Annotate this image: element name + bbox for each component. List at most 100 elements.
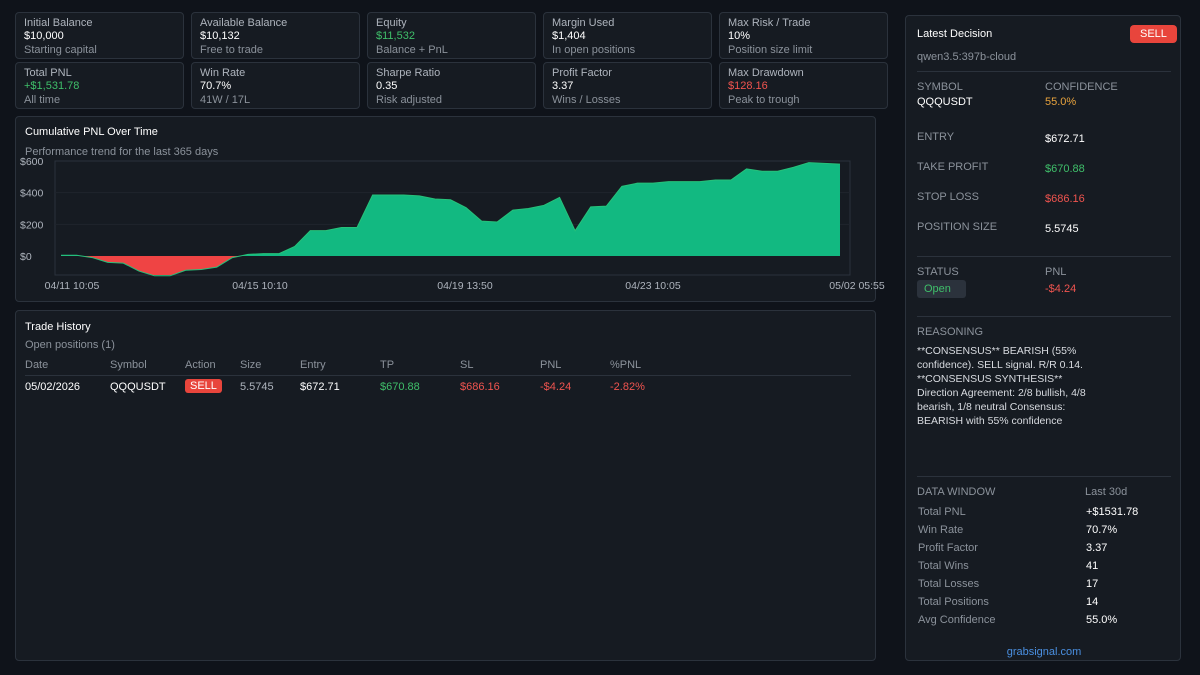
row-pnl: -$4.24 — [540, 381, 572, 393]
stat-value: $10,132 — [200, 30, 240, 42]
data-window-row: Total Losses 17 — [918, 578, 1172, 592]
divider — [917, 256, 1171, 257]
chart-title: Cumulative PNL Over Time — [25, 126, 158, 138]
stat-sub: In open positions — [552, 44, 636, 56]
row-tp: $670.88 — [380, 381, 420, 393]
data-window-row: Profit Factor 3.37 — [918, 542, 1172, 556]
row-pnl-pct: -2.82% — [610, 381, 645, 393]
data-window-key: Win Rate — [918, 524, 964, 536]
y-tick-label: $0 — [20, 251, 32, 263]
stat-label: Available Balance — [200, 17, 288, 29]
x-tick-label: 04/23 10:05 — [625, 280, 681, 292]
pnl-series-line — [61, 162, 841, 277]
stat-label: Equity — [376, 17, 407, 29]
y-tick-label: $200 — [20, 219, 44, 231]
col-symbol[interactable]: Symbol — [110, 359, 147, 371]
pnl-value: -$4.24 — [1045, 283, 1077, 295]
data-window-key: Total Losses — [918, 578, 980, 590]
stat-card-win-rate: Win Rate 70.7% 41W / 17L — [191, 62, 360, 109]
stop-loss-label: STOP LOSS — [917, 191, 979, 203]
col-date[interactable]: Date — [25, 359, 49, 371]
row-entry: $672.71 — [300, 381, 340, 393]
data-window-row: Total Positions 14 — [918, 596, 1172, 610]
data-window-value: +$1531.78 — [1086, 506, 1139, 518]
stat-label: Win Rate — [200, 67, 246, 79]
stat-sub: Balance + PnL — [376, 44, 448, 56]
data-window-value: 55.0% — [1086, 614, 1118, 626]
divider — [917, 71, 1171, 72]
stat-sub: Starting capital — [24, 44, 97, 56]
trade-history-subtitle: Open positions (1) — [25, 339, 115, 351]
position-size-value: 5.5745 — [1045, 223, 1079, 235]
data-window-key: Total Wins — [918, 560, 969, 572]
table-header-divider — [25, 375, 851, 376]
stat-sub: Free to trade — [200, 44, 263, 56]
data-window-value: 3.37 — [1086, 542, 1108, 554]
data-window-key: Profit Factor — [918, 542, 978, 554]
stat-card-margin-used: Margin Used $1,404 In open positions — [543, 12, 712, 59]
row-action: SELL — [185, 379, 222, 393]
status-label: STATUS — [917, 266, 959, 278]
divider — [917, 476, 1171, 477]
footer-link[interactable]: grabsignal.com — [1006, 646, 1082, 658]
trade-history-panel: Trade History Open positions (1) Date Sy… — [15, 310, 876, 661]
stat-sub: Position size limit — [728, 44, 813, 56]
entry-value: $672.71 — [1045, 133, 1085, 145]
stat-value: +$1,531.78 — [24, 80, 80, 92]
pnl-area-negative — [61, 256, 840, 275]
col-sl[interactable]: SL — [460, 359, 474, 371]
stat-value: $10,000 — [24, 30, 64, 42]
chart-subtitle: Performance trend for the last 365 days — [25, 146, 219, 158]
col-pnl-pct[interactable]: %PNL — [610, 359, 642, 371]
row-sl: $686.16 — [460, 381, 500, 393]
stat-label: Max Risk / Trade — [728, 17, 811, 29]
data-window-value: 14 — [1086, 596, 1099, 608]
stat-value: $11,532 — [376, 30, 415, 42]
data-window-row: Total Wins 41 — [918, 560, 1172, 574]
stat-label: Initial Balance — [24, 17, 93, 29]
pnl-label: PNL — [1045, 266, 1067, 278]
status-badge: Open — [917, 280, 966, 298]
col-pnl[interactable]: PNL — [540, 359, 562, 371]
stat-card-max-drawdown: Max Drawdown $128.16 Peak to trough — [719, 62, 888, 109]
data-window-key: Total PNL — [918, 506, 966, 518]
stat-value: 10% — [728, 30, 751, 42]
stat-card-max-risk-trade: Max Risk / Trade 10% Position size limit — [719, 12, 888, 59]
x-tick-label: 05/02 05:55 — [829, 280, 885, 292]
stat-value: 70.7% — [200, 80, 232, 92]
stat-label: Total PNL — [24, 67, 72, 79]
y-tick-label: $400 — [20, 188, 44, 200]
data-window-key: Avg Confidence — [918, 614, 996, 626]
y-tick-label: $600 — [20, 156, 44, 168]
stat-label: Max Drawdown — [728, 67, 804, 79]
position-size-label: POSITION SIZE — [917, 221, 998, 233]
stat-label: Profit Factor — [552, 67, 612, 79]
sell-badge: SELL — [185, 379, 222, 393]
entry-label: ENTRY — [917, 131, 955, 143]
stat-sub: 41W / 17L — [200, 94, 251, 106]
divider — [917, 316, 1171, 317]
row-date: 05/02/2026 — [25, 381, 81, 393]
row-symbol: QQQUSDT — [110, 381, 166, 393]
stat-card-total-pnl: Total PNL +$1,531.78 All time — [15, 62, 184, 109]
col-entry[interactable]: Entry — [300, 359, 326, 371]
data-window-value: 41 — [1086, 560, 1099, 572]
col-size[interactable]: Size — [240, 359, 262, 371]
take-profit-value: $670.88 — [1045, 163, 1085, 175]
confidence-label: CONFIDENCE — [1045, 81, 1118, 93]
col-action[interactable]: Action — [185, 359, 216, 371]
col-tp[interactable]: TP — [380, 359, 395, 371]
x-tick-label: 04/11 10:05 — [45, 280, 100, 292]
symbol-label: SYMBOL — [917, 81, 963, 93]
take-profit-label: TAKE PROFIT — [917, 161, 989, 173]
reasoning-text: **CONSENSUS** BEARISH (55% confidence). … — [917, 345, 1086, 427]
data-window-range[interactable]: Last 30d — [1085, 486, 1128, 498]
symbol-value: QQQUSDT — [917, 96, 973, 108]
stat-sub: Peak to trough — [728, 94, 800, 106]
stat-value: 3.37 — [552, 80, 574, 92]
stat-card-sharpe-ratio: Sharpe Ratio 0.35 Risk adjusted — [367, 62, 536, 109]
x-tick-label: 04/19 13:50 — [437, 280, 493, 292]
stat-card-available-balance: Available Balance $10,132 Free to trade — [191, 12, 360, 59]
plot-area — [54, 160, 851, 276]
pnl-area-chart: $0 $200 $400 $600 04/11 10:05 04/15 10:10 04/1… — [20, 156, 885, 292]
